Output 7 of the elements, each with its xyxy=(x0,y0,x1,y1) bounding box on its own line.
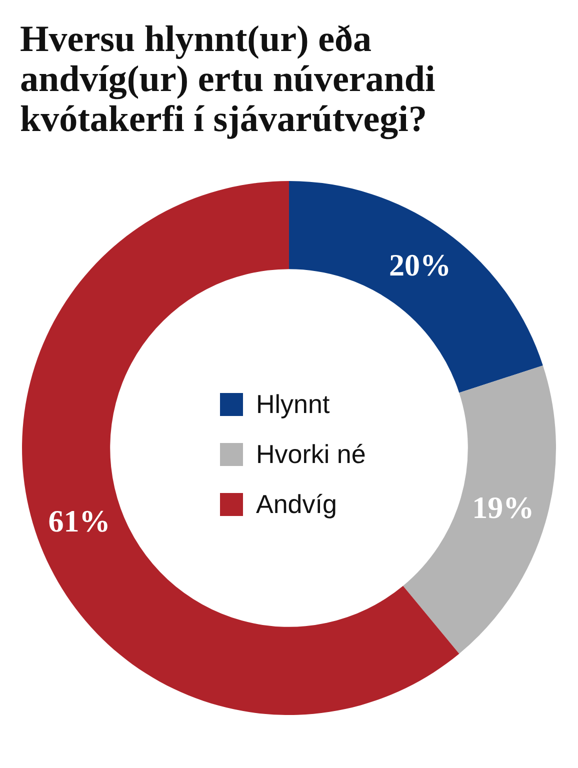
legend-label: Andvíg xyxy=(256,488,337,520)
data-label: 61% xyxy=(48,504,110,539)
legend-label: Hlynnt xyxy=(256,388,330,420)
legend-label: Hvorki né xyxy=(256,438,366,470)
chart-title: Hversu hlynnt(ur) eða andvíg(ur) ertu núverandi kvótakerfi í sjávarútvegi? xyxy=(20,19,436,140)
data-label: 20% xyxy=(389,248,452,283)
data-label: 19% xyxy=(472,490,534,526)
